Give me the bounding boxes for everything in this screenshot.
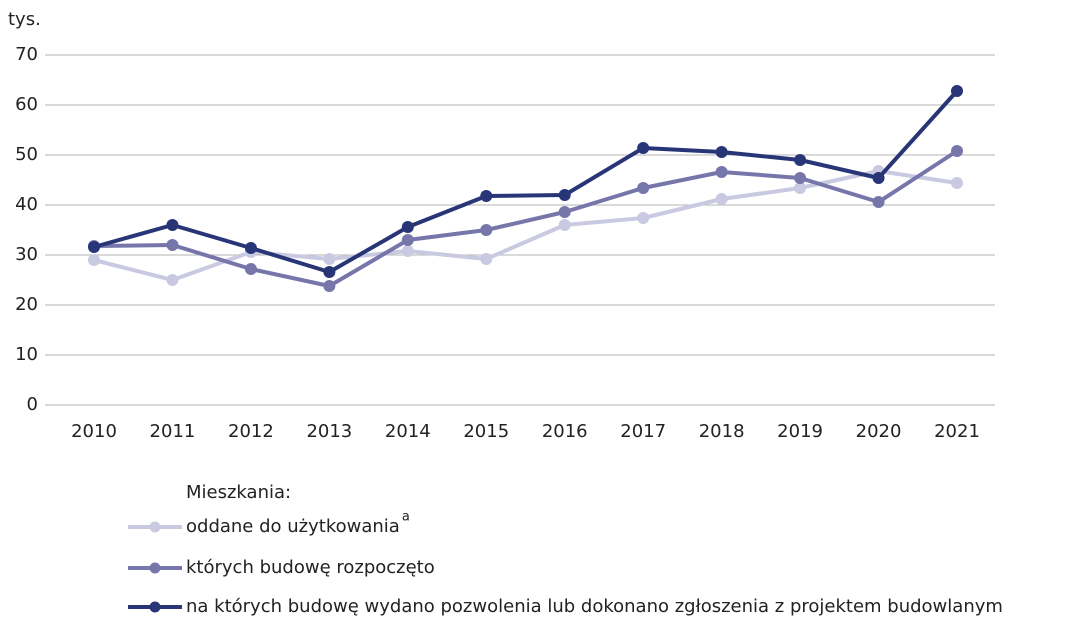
x-tick-label: 2011 [150,421,196,442]
data-point [951,177,963,189]
y-tick-label: 30 [15,244,38,265]
series-line [93,89,959,274]
data-point [715,146,728,158]
y-tick-label: 0 [27,394,38,415]
data-point [88,254,100,266]
x-tick-label: 2012 [228,421,274,442]
y-tick-label: 20 [15,294,38,315]
data-point [88,241,100,253]
x-tick-label: 2020 [856,421,902,442]
y-tick-label: 70 [15,44,38,65]
data-point [558,206,571,218]
data-point [166,219,179,231]
data-point [637,182,650,194]
data-point [794,154,807,166]
data-point [244,242,257,254]
data-point [323,266,336,278]
data-point [480,224,493,236]
data-point [166,239,179,251]
data-point [715,193,728,205]
data-point [244,263,257,275]
data-point [401,245,414,257]
x-tick-label: 2016 [542,421,588,442]
data-point [794,172,807,184]
y-tick-label: 50 [15,144,38,165]
x-tick-label: 2013 [306,421,352,442]
data-point [323,280,336,292]
data-point [872,196,885,208]
legend-superscript: a [402,510,410,525]
x-tick-label: 2014 [385,421,431,442]
data-point [872,172,885,184]
legend-label: na których budowę wydano pozwolenia lub … [186,596,1003,617]
data-point [323,253,336,265]
data-point [401,234,414,246]
data-point [401,221,414,233]
x-tick-label: 2019 [777,421,823,442]
x-tick-label: 2010 [71,421,117,442]
data-point [715,166,728,178]
data-point [637,212,650,224]
data-point [951,145,963,157]
legend-marker [149,521,161,533]
legend-marker [149,601,161,613]
x-tick-label: 2017 [620,421,666,442]
series-line [93,169,958,282]
x-tick-label: 2021 [934,421,980,442]
data-point [558,189,571,201]
legend-label: oddane do użytkowania [186,516,400,537]
data-point [166,274,179,286]
y-tick-label: 10 [15,344,38,365]
y-tick-label: 60 [15,94,38,115]
data-point [480,253,493,265]
legend-label: których budowę rozpoczęto [186,557,435,578]
legend-title: Mieszkania: [186,482,291,503]
y-unit-label: tys. [8,9,41,30]
x-tick-label: 2018 [699,421,745,442]
data-point [637,142,650,154]
data-point [951,85,963,97]
data-point [558,219,571,231]
data-point [794,182,807,194]
y-tick-label: 40 [15,194,38,215]
legend-marker [149,562,161,574]
data-point [480,190,493,202]
series-line [93,149,959,288]
x-tick-label: 2015 [463,421,509,442]
